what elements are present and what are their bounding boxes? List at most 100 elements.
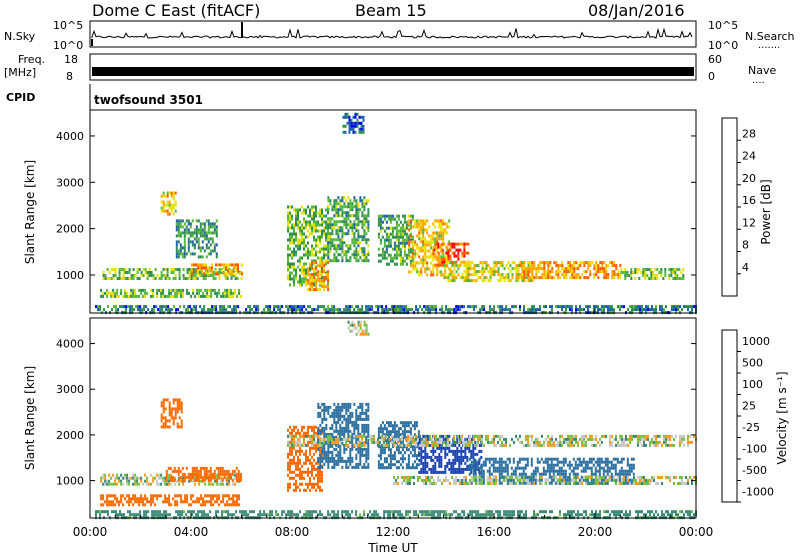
cell [185, 466, 188, 470]
cell [477, 513, 480, 517]
cell [429, 513, 432, 517]
cell [357, 229, 360, 233]
cell [321, 408, 324, 412]
cell [301, 482, 303, 486]
cell [401, 305, 404, 309]
cell [444, 467, 447, 471]
cell [323, 450, 326, 454]
cell [337, 259, 340, 263]
cell [634, 277, 637, 280]
cell [168, 401, 171, 405]
cell [391, 259, 394, 263]
cell [177, 225, 180, 229]
cell [110, 268, 113, 271]
cell [231, 263, 233, 267]
cell [333, 226, 336, 230]
cell [108, 291, 111, 295]
cell [381, 430, 384, 434]
cell [213, 469, 216, 473]
cell [432, 231, 435, 235]
cell [689, 513, 691, 517]
cell [226, 294, 229, 298]
cell [295, 223, 297, 227]
cell [363, 447, 366, 451]
cell [409, 427, 412, 431]
cell [289, 226, 291, 230]
cell [444, 446, 447, 450]
cell [293, 268, 295, 272]
cell [241, 513, 244, 517]
cell [401, 454, 404, 458]
cell [321, 217, 323, 221]
cell [337, 214, 340, 218]
cell [367, 414, 370, 418]
cell [106, 482, 109, 486]
cell [535, 267, 538, 271]
cell [507, 279, 510, 283]
cell [114, 274, 117, 277]
cell [365, 226, 368, 230]
cell [207, 228, 210, 232]
cell [339, 432, 342, 436]
cell [327, 288, 330, 292]
cell [333, 408, 336, 412]
cell [359, 241, 362, 245]
cell [126, 500, 129, 504]
cell [473, 510, 476, 514]
cell [315, 488, 317, 492]
cell [162, 288, 165, 292]
cell [367, 208, 370, 212]
cell [555, 270, 558, 274]
cell [431, 305, 434, 309]
cell [339, 220, 342, 224]
cell [685, 510, 687, 514]
cell [391, 439, 394, 443]
cell [303, 265, 305, 269]
cell [359, 247, 362, 251]
cell [599, 510, 601, 514]
cell [236, 500, 239, 504]
cell [367, 229, 370, 233]
cell [424, 261, 427, 265]
cell [344, 130, 347, 134]
cell [361, 214, 364, 218]
cell [212, 482, 215, 486]
cell [345, 205, 348, 209]
cell [565, 513, 567, 517]
cell [391, 217, 394, 221]
cell [337, 414, 340, 418]
cell [333, 256, 336, 260]
cell [193, 466, 196, 470]
cell [342, 115, 345, 119]
cell [422, 449, 425, 453]
cell [533, 305, 535, 309]
cell [329, 450, 332, 454]
cell [207, 478, 210, 482]
cell [577, 308, 579, 312]
cell [379, 217, 382, 221]
cell [533, 267, 536, 271]
cell [523, 264, 526, 268]
cell [232, 503, 235, 507]
cell [329, 235, 332, 239]
cell [168, 503, 171, 507]
cell [187, 228, 190, 232]
cell [247, 513, 250, 517]
cell [160, 209, 163, 213]
cell [429, 305, 432, 309]
cell [565, 273, 568, 277]
cell [209, 308, 212, 312]
cell [489, 276, 492, 280]
cell [601, 267, 604, 271]
cell [195, 225, 198, 229]
cell [395, 247, 398, 251]
cell [668, 268, 671, 271]
cell [190, 494, 193, 498]
cell [389, 457, 392, 461]
cell [597, 308, 599, 312]
cell [236, 294, 239, 298]
cell [365, 447, 368, 451]
cell [142, 503, 145, 507]
cell [323, 256, 325, 260]
nave-label: Nave [748, 64, 776, 77]
